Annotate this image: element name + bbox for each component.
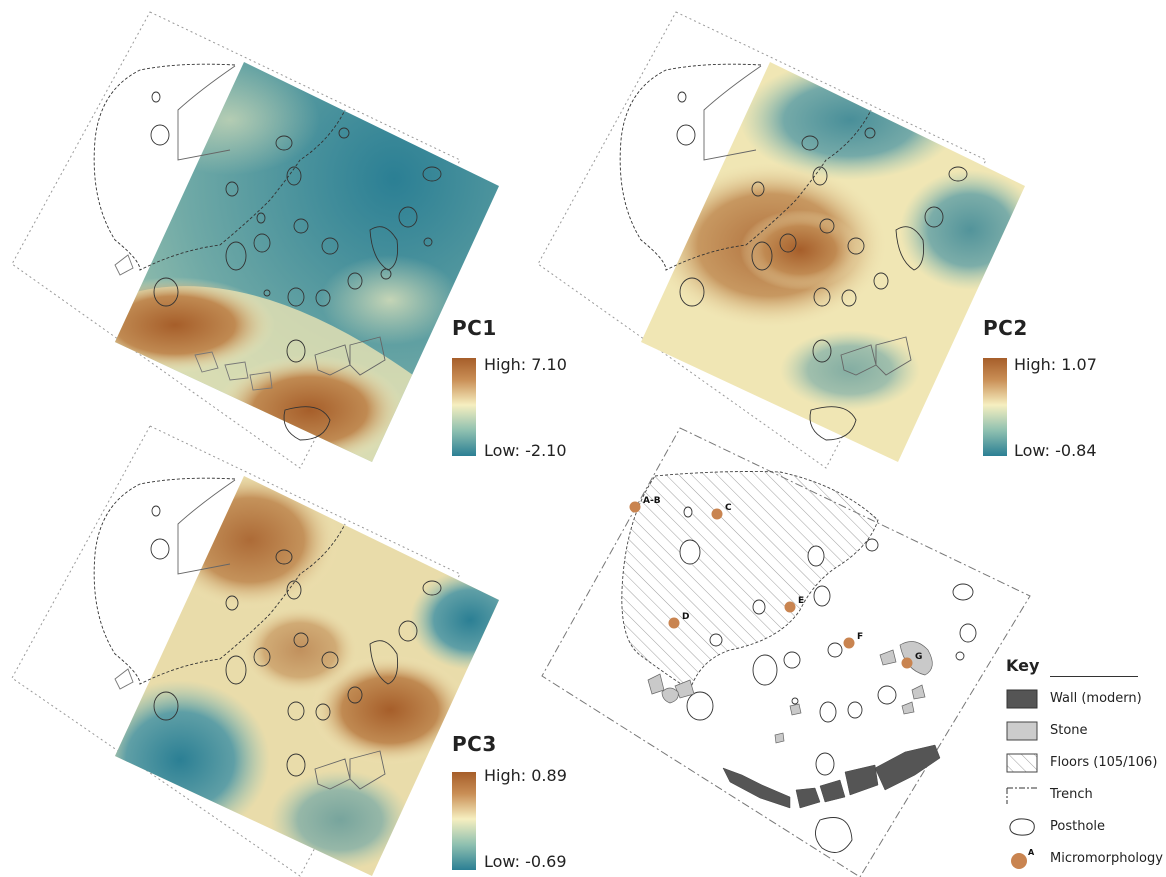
sample-dot (629, 501, 641, 513)
site-plan: A-B C D E F G (541, 427, 1031, 877)
sample-dot (711, 508, 723, 520)
sample-dot (668, 617, 680, 629)
pc1-low-label: Low: -2.10 (484, 441, 567, 460)
wall-swatch-icon (1006, 689, 1038, 709)
sample-label: G (915, 652, 922, 662)
pc2-color-ramp (983, 358, 1007, 456)
key-item-trench: Trench (1006, 784, 1166, 808)
sample-label: D (682, 612, 689, 622)
floor-boundary (93, 63, 346, 271)
pc3-title: PC3 (452, 732, 497, 756)
trench-outline (11, 425, 461, 877)
pc1-color-ramp (452, 358, 476, 456)
wall-segment (722, 767, 791, 809)
key-item-wall: Wall (modern) (1006, 688, 1166, 712)
key-label: Wall (modern) (1050, 691, 1142, 706)
map-key: Key Wall (modern) Stone Floors (105/106)… (1006, 656, 1166, 877)
sample-label: E (798, 596, 804, 606)
key-label: Micromorphology (1050, 851, 1163, 866)
trench-outline (11, 11, 461, 469)
pc3-low-label: Low: -0.69 (484, 852, 567, 871)
trench-line-icon (1006, 787, 1037, 804)
wall-segment (819, 779, 846, 803)
wall-segment (874, 744, 941, 791)
key-underline (1050, 676, 1138, 677)
sample-dot (901, 657, 913, 669)
pc2-title: PC2 (983, 316, 1028, 340)
sample-label: A-B (643, 496, 661, 506)
key-item-floors: Floors (105/106) (1006, 752, 1166, 776)
pc3-high-label: High: 0.89 (484, 766, 567, 785)
key-label: Stone (1050, 723, 1088, 738)
key-label: Floors (105/106) (1050, 755, 1158, 770)
stone-swatch-icon (1006, 721, 1038, 741)
sample-dot (784, 601, 796, 613)
pc2-high-label: High: 1.07 (1014, 355, 1097, 374)
sample-dot-icon: A (1011, 848, 1035, 869)
key-item-posthole: Posthole (1006, 816, 1166, 840)
sample-label: F (857, 632, 863, 642)
floors-area (621, 471, 879, 691)
key-title: Key (1006, 656, 1040, 675)
sample-label: C (725, 503, 732, 513)
key-label: Trench (1050, 787, 1093, 802)
pc1-map (11, 11, 499, 469)
pc2-map (537, 11, 1025, 469)
pc1-title: PC1 (452, 316, 497, 340)
hatch-swatch-icon (1006, 753, 1038, 773)
pc1-high-label: High: 7.10 (484, 355, 567, 374)
wall-segment (844, 764, 879, 796)
key-label: Posthole (1050, 819, 1106, 834)
wall-segment (795, 787, 821, 809)
posthole-outline-icon (1009, 818, 1035, 836)
trench-outline (537, 11, 987, 469)
sample-dot (843, 637, 855, 649)
key-item-stone: Stone (1006, 720, 1166, 744)
pc3-color-ramp (452, 772, 476, 870)
trench-outline (541, 427, 1031, 877)
sample-marker-label: A (1028, 848, 1035, 857)
sample-points: A-B C D E F G (629, 496, 922, 669)
key-item-micromorphology: A Micromorphology (1006, 848, 1166, 872)
pc2-low-label: Low: -0.84 (1014, 441, 1097, 460)
